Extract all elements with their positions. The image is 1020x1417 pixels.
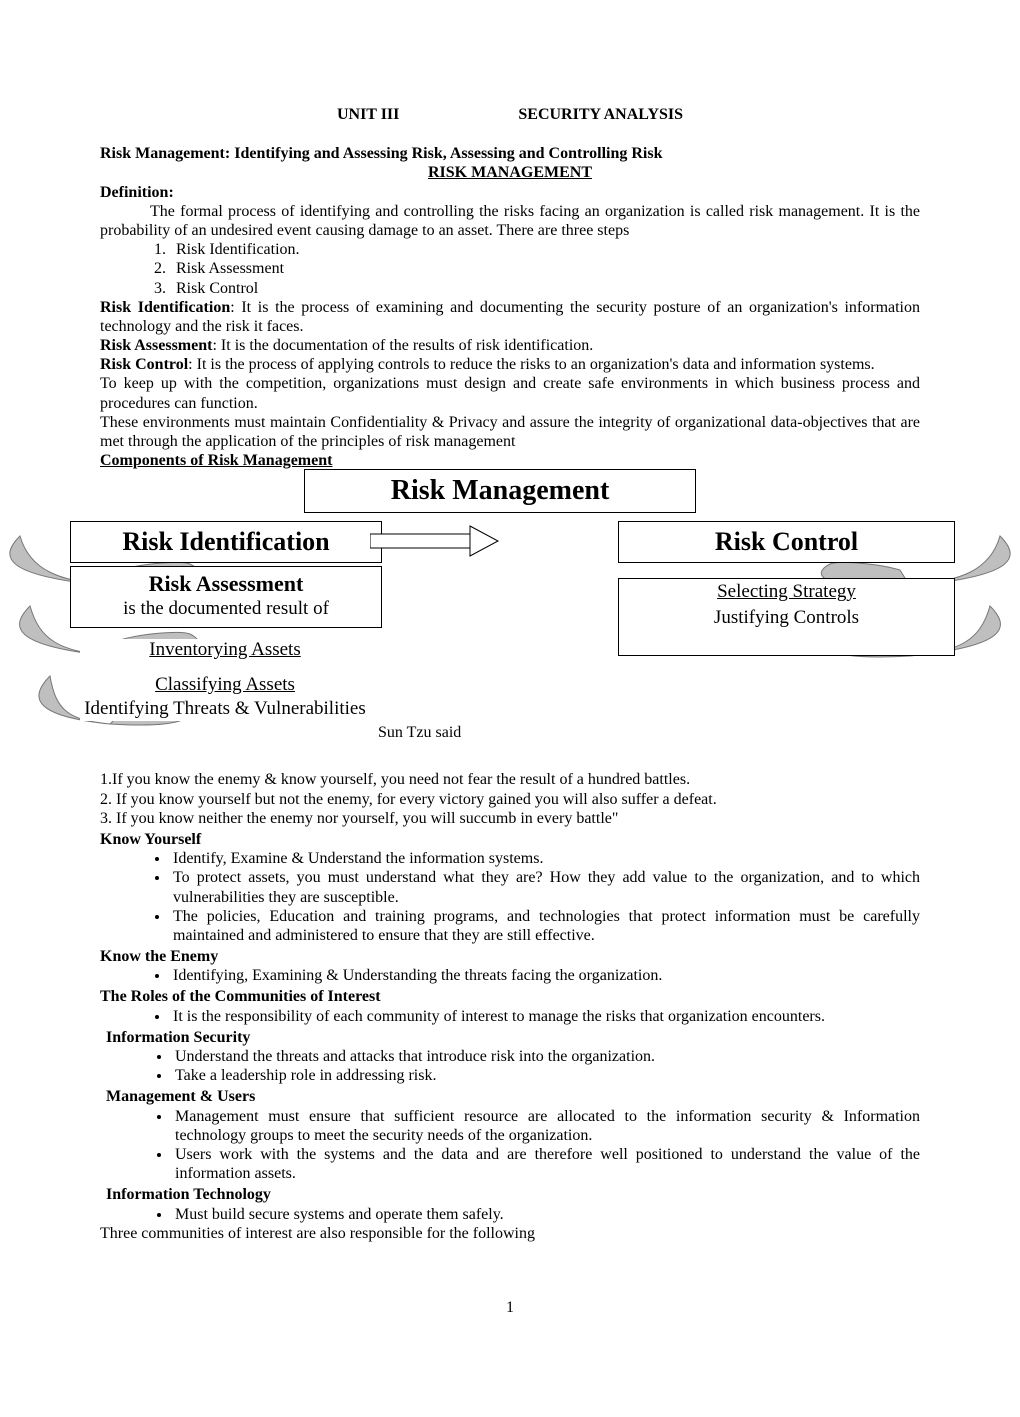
risk-assessment-sub-title: Risk Assessment [81, 571, 371, 597]
page-number: 1 [100, 1298, 920, 1317]
left-item-1: Inventorying Assets [149, 639, 300, 660]
closing-line: Three communities of interest are also r… [100, 1224, 920, 1243]
competition-para-1: To keep up with the competition, organiz… [100, 374, 920, 412]
definition-block: Definition: The formal process of identi… [100, 183, 920, 298]
roles-title: The Roles of the Communities of Interest [100, 987, 920, 1006]
risk-management-box: Risk Management [304, 469, 696, 513]
risk-management-box-label: Risk Management [391, 475, 610, 506]
unit-number: UNIT III [337, 106, 399, 123]
know-yourself-section: Know Yourself Identify, Examine & Unders… [100, 830, 920, 945]
unit-header: UNIT III SECURITY ANALYSIS [100, 105, 920, 124]
risk-assessment-label: Risk Assessment [100, 337, 212, 354]
info-security-section: Information Security Understand the thre… [100, 1028, 920, 1086]
step-2: Risk Assessment [170, 259, 920, 278]
ky-bullet-3: The policies, Education and training pro… [170, 907, 920, 945]
roles-bullet-1: It is the responsibility of each communi… [170, 1007, 920, 1026]
know-enemy-title: Know the Enemy [100, 947, 920, 966]
is-bullet-1: Understand the threats and attacks that … [172, 1047, 920, 1066]
subtitle: Risk Management: Identifying and Assessi… [100, 144, 920, 163]
components-heading: Components of Risk Management [100, 451, 920, 470]
risk-control-box-label: Risk Control [715, 527, 858, 556]
know-yourself-title: Know Yourself [100, 830, 920, 849]
risk-assessment-sub-desc: is the documented result of [81, 598, 371, 621]
risk-identification-box-label: Risk Identification [122, 527, 329, 556]
definition-label: Definition: [100, 183, 920, 202]
right-item-1: Selecting Strategy [717, 581, 856, 602]
ky-bullet-2: To protect assets, you must understand w… [170, 868, 920, 906]
info-tech-section: Information Technology Must build secure… [100, 1185, 920, 1223]
risk-management-diagram: Risk Management Risk Identification Risk… [100, 476, 920, 766]
suntzu-said: Sun Tzu said [378, 723, 461, 742]
suntzu-quotes: 1.If you know the enemy & know yourself,… [100, 770, 920, 828]
suntzu-line-1: 1.If you know the enemy & know yourself,… [100, 770, 920, 789]
step-3: Risk Control [170, 279, 920, 298]
risk-control-box: Risk Control [618, 521, 955, 562]
step-1: Risk Identification. [170, 240, 920, 259]
risk-control: Risk Control: It is the process of apply… [100, 355, 920, 374]
risk-assessment: Risk Assessment: It is the documentation… [100, 336, 920, 355]
left-item-2: Classifying Assets [155, 674, 295, 695]
is-bullet-2: Take a leadership role in addressing ris… [172, 1066, 920, 1085]
mgmt-users-title: Management & Users [102, 1087, 920, 1106]
info-security-title: Information Security [102, 1028, 920, 1047]
risk-control-subbox: Selecting Strategy Justifying Controls [618, 578, 955, 656]
risk-identification: Risk Identification: It is the process o… [100, 298, 920, 336]
ky-bullet-1: Identify, Examine & Understand the infor… [170, 849, 920, 868]
risk-assessment-subbox: Risk Assessment is the documented result… [70, 566, 382, 627]
competition-para-2: These environments must maintain Confide… [100, 413, 920, 451]
ke-bullet-1: Identifying, Examining & Understanding t… [170, 966, 920, 985]
roles-section: The Roles of the Communities of Interest… [100, 987, 920, 1025]
mu-bullet-2: Users work with the systems and the data… [172, 1145, 920, 1183]
suntzu-line-2: 2. If you know yourself but not the enem… [100, 790, 920, 809]
know-enemy-section: Know the Enemy Identifying, Examining & … [100, 947, 920, 985]
risk-control-text: : It is the process of applying controls… [188, 356, 874, 373]
risk-assessment-text: : It is the documentation of the results… [212, 337, 593, 354]
definition-body: The formal process of identifying and co… [100, 202, 920, 240]
arrow-right-icon [370, 524, 500, 558]
definition-steps: Risk Identification. Risk Assessment Ris… [170, 240, 920, 298]
left-item-3: Identifying Threats & Vulnerabilities [84, 698, 366, 719]
info-tech-title: Information Technology [102, 1185, 920, 1204]
risk-identification-box: Risk Identification [70, 521, 382, 562]
banner-title: RISK MANAGEMENT [100, 163, 920, 182]
risk-identification-label: Risk Identification [100, 299, 230, 316]
suntzu-line-3: 3. If you know neither the enemy nor you… [100, 809, 920, 828]
mu-bullet-1: Management must ensure that sufficient r… [172, 1107, 920, 1145]
risk-control-label: Risk Control [100, 356, 188, 373]
mgmt-users-section: Management & Users Management must ensur… [100, 1087, 920, 1183]
unit-title: SECURITY ANALYSIS [518, 106, 683, 123]
right-item-2: Justifying Controls [714, 607, 859, 628]
it-bullet-1: Must build secure systems and operate th… [172, 1205, 920, 1224]
